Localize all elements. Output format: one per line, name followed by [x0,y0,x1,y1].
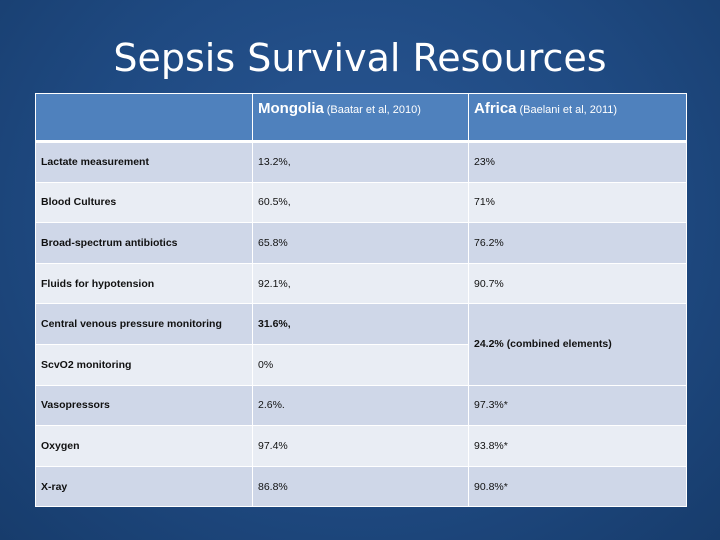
header-africa-source: (Baelani et al, 2011) [519,104,618,116]
africa-value: 93.8%* [468,425,687,467]
table-row: ScvO2 monitoring 0% [35,343,687,386]
africa-value: 76.2% [468,222,687,264]
mongolia-value: 97.4% [252,425,469,467]
africa-value-combined: 24.2% (combined elements) [468,303,687,386]
africa-value: 71% [468,181,687,224]
header-empty-cell [35,93,253,143]
table-row: Lactate measurement 13.2%, 23% [35,141,687,183]
header-mongolia: Mongolia (Baatar et al, 2010) [252,93,469,143]
mongolia-value: 92.1%, [252,262,469,305]
row-label: Fluids for hypotension [35,262,253,305]
mongolia-value: 13.2%, [252,141,469,183]
table-row: Vasopressors 2.6%. 97.3%* [35,384,687,427]
resources-table: Mongolia (Baatar et al, 2010) Africa (Ba… [35,93,687,508]
mongolia-value: 31.6%, [252,303,469,345]
row-label: Central venous pressure monitoring [35,303,253,345]
table-row: Blood Cultures 60.5%, 71% [35,181,687,224]
africa-value: 90.7% [468,262,687,305]
row-label: ScvO2 monitoring [35,343,253,386]
row-label: Broad-spectrum antibiotics [35,222,253,264]
mongolia-value: 60.5%, [252,181,469,224]
header-mongolia-title: Mongolia [258,100,324,117]
mongolia-value: 86.8% [252,465,469,508]
header-africa-title: Africa [474,100,517,117]
mongolia-value: 65.8% [252,222,469,264]
row-label: Lactate measurement [35,141,253,183]
table-row: Oxygen 97.4% 93.8%* [35,425,687,467]
row-label: Blood Cultures [35,181,253,224]
table-row: X-ray 86.8% 90.8%* [35,465,687,508]
africa-value: 97.3%* [468,384,687,427]
row-label: X-ray [35,465,253,508]
slide-title: Sepsis Survival Resources [113,36,607,80]
mongolia-value: 2.6%. [252,384,469,427]
mongolia-value: 0% [252,343,469,386]
row-label: Oxygen [35,425,253,467]
table-row: Fluids for hypotension 92.1%, 90.7% [35,262,687,305]
africa-value: 23% [468,141,687,183]
table-row: Central venous pressure monitoring 31.6%… [35,303,687,386]
table-row: Broad-spectrum antibiotics 65.8% 76.2% [35,222,687,264]
header-africa: Africa (Baelani et al, 2011) [468,93,687,143]
africa-value: 90.8%* [468,465,687,508]
header-mongolia-source: (Baatar et al, 2010) [326,104,421,116]
table-header-row: Mongolia (Baatar et al, 2010) Africa (Ba… [35,93,687,143]
row-label: Vasopressors [35,384,253,427]
